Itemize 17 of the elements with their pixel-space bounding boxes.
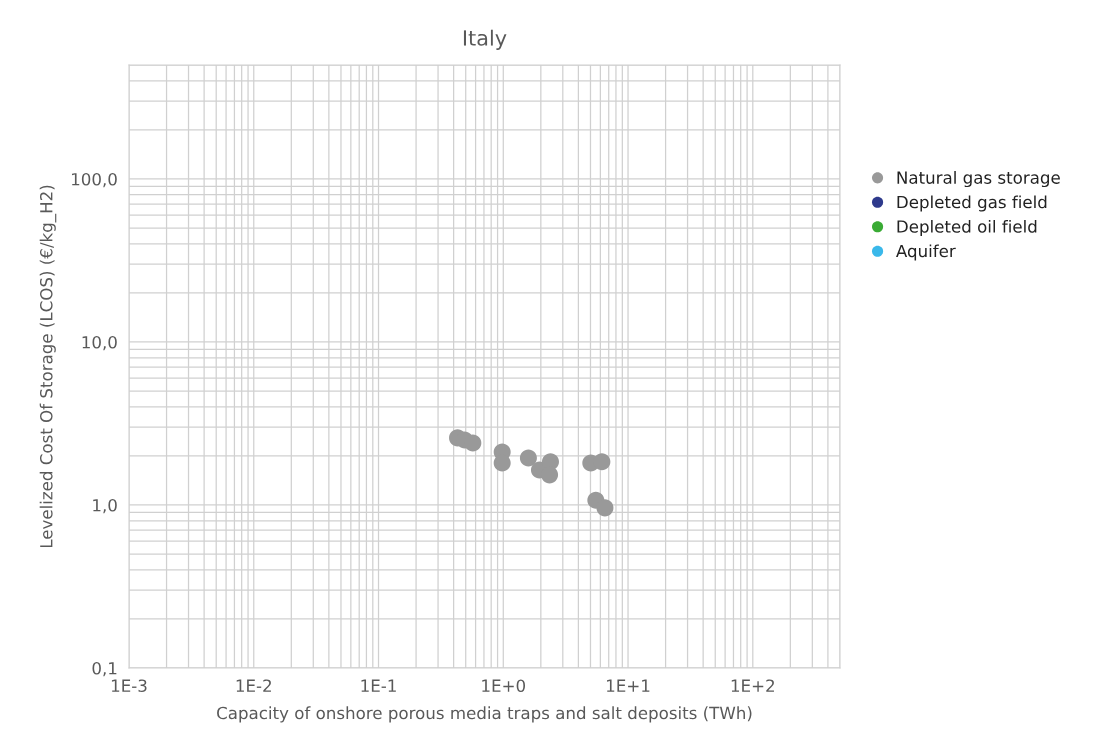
- x-tick-label: 1E+2: [731, 679, 774, 692]
- y-tick-label: 0,1: [92, 661, 117, 677]
- y-tick-label: 100,0: [72, 172, 117, 188]
- x-tick-label: 1E+1: [607, 679, 650, 692]
- legend-label: Natural gas storage: [897, 170, 1060, 188]
- x-tick-label: 1E+0: [482, 679, 526, 693]
- x-tick-label: 1E-3: [111, 679, 147, 693]
- legend-label: Depleted gas field: [897, 195, 1047, 212]
- chart-title: Italy: [463, 29, 507, 50]
- legend-label: Aquifer: [896, 244, 956, 261]
- x-tick-label: 1E-1: [361, 679, 396, 692]
- y-tick-label: 1,0: [93, 498, 117, 514]
- y-axis-title: Levelized Cost Of Storage (LCOS) (€/kg_H2): [39, 185, 57, 548]
- legend-label: Depleted oil field: [897, 219, 1037, 237]
- x-tick-label: 1E-2: [236, 679, 271, 692]
- x-axis-title: Capacity of onshore porous media traps and salt deposits (TWh): [217, 706, 752, 723]
- y-tick-label: 10,0: [82, 335, 117, 351]
